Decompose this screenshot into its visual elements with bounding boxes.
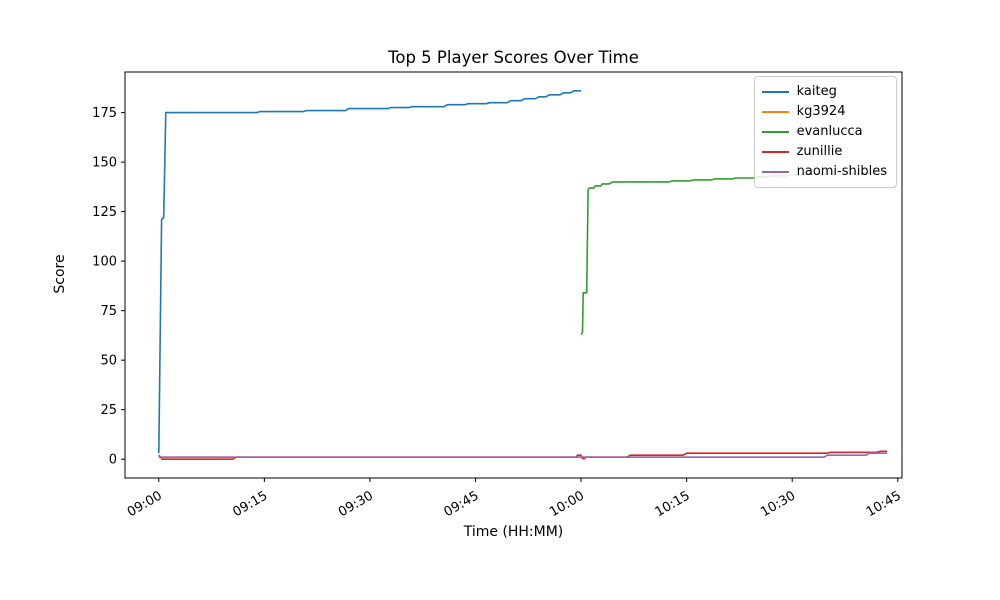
legend-line-swatch [761,91,789,93]
y-tick-label: 50 [100,354,117,369]
y-tick-label: 75 [100,304,117,319]
legend-item-kaiteg: kaiteg [761,82,887,102]
legend-label: zunillie [796,144,843,159]
x-tick-label: 10:45 [864,488,904,520]
y-tick-label: 150 [92,156,117,171]
x-tick-label: 09:15 [230,488,270,520]
y-tick-label: 0 [109,453,117,468]
x-tick-label: 09:00 [125,488,165,520]
y-tick-label: 100 [92,255,117,270]
x-tick-label: 10:00 [547,488,587,520]
legend-item-evanlucca: evanlucca [761,122,887,142]
series-line-evanlucca [580,171,888,335]
legend-line-swatch [761,131,789,133]
x-tick-label: 09:30 [336,488,376,520]
y-axis-label: Score [52,254,68,294]
legend-item-naomi-shibles: naomi-shibles [761,162,887,182]
legend-label: naomi-shibles [796,164,887,179]
legend-label: kaiteg [796,84,837,99]
y-tick-label: 25 [100,403,117,418]
series-line-naomi-shibles [158,452,888,459]
series-line-zunillie [158,450,888,461]
legend-line-swatch [761,151,789,153]
legend-line-swatch [761,111,789,113]
legend-item-zunillie: zunillie [761,142,887,162]
chart-title: Top 5 Player Scores Over Time [388,48,639,67]
legend-label: kg3924 [796,104,846,119]
series-line-kaiteg [158,90,582,454]
legend-label: evanlucca [796,124,863,139]
x-tick-label: 09:45 [442,488,482,520]
x-tick-label: 10:15 [653,488,693,520]
plot-border [124,71,903,479]
legend-item-kg3924: kg3924 [761,102,887,122]
y-tick-label: 175 [92,106,117,121]
x-axis-label: Time (HH:MM) [463,524,564,540]
legend-line-swatch [761,171,789,173]
legend: kaiteg kg3924 evanlucca zunillie naomi-shibl… [753,76,897,188]
y-tick-label: 125 [92,205,117,220]
x-tick-label: 10:30 [758,488,798,520]
